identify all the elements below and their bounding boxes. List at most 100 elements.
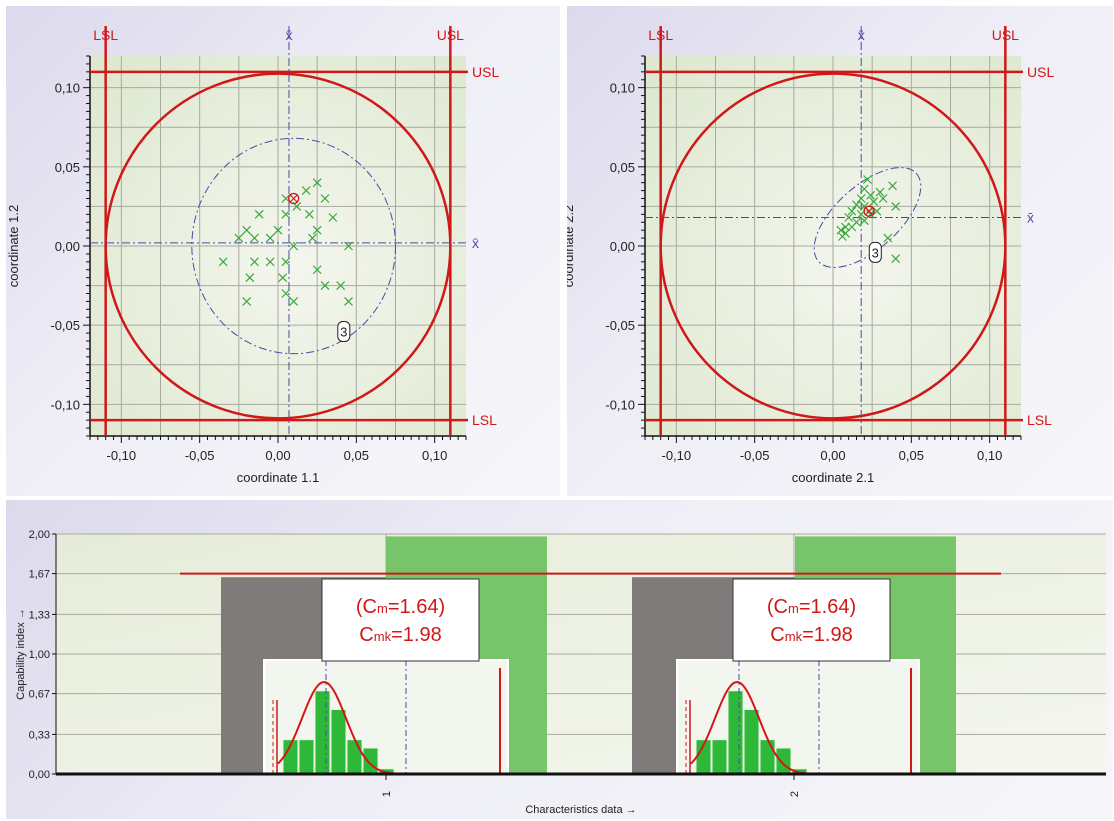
chart2-data-point-stroke [859,201,869,211]
chart2-data-point-stroke [891,254,901,264]
chart1-data-point [301,186,311,196]
chart3-group1-cmk-label: Cmk=1.98 [359,624,441,646]
chart2-y-tick-label: -0,10 [605,397,635,412]
chart3-y-tick-label: 1,33 [29,609,50,621]
chart2-lsl-label-top: LSL [648,27,673,43]
chart2-data-point-stroke [869,197,879,207]
chart1-data-point [289,296,299,306]
chart1-data-point [320,194,330,203]
chart3-y-tick-label: 0,00 [29,769,50,781]
chart2-data-point [852,200,861,210]
chart2-data-point [841,222,850,232]
chart1-data-point [289,241,299,251]
chart1-x-tick-label: 0,10 [422,448,447,463]
position-chart-2-svg: -0,10 -0,10 -0,05 -0,05 0,00 0,00 0,05 0,05 0,10… [567,26,1054,485]
chart1-data-point [308,233,317,243]
chart1-y-tick-label: 0,00 [55,239,80,254]
chart1-data-point-stroke [301,186,311,196]
chart1-data-point-stroke [250,233,259,243]
chart1-sigma-marker-box [337,321,351,342]
capability-chart: 0,00 0,33 0,67 1,00 1,33 1,67 2,00 (Cm=1.64) Cmk… [6,500,1113,819]
chart1-target-cross [289,194,299,203]
chart1-x-tick-label: -0,10 [107,448,137,463]
chart1-data-point-stroke [242,225,252,235]
chart2-y-tick-label: 0,10 [610,81,635,96]
chart3-y-axis-label: Capability index → [15,608,27,700]
chart1-data-point [320,281,330,291]
chart3-group2-histogram-bar [775,747,792,775]
chart3-group2-x-tick-label: 2 [789,791,801,797]
chart2-data-point [891,201,901,211]
position-chart-1-svg: -0,10 -0,10 -0,05 -0,05 0,00 0,00 0,05 0,05 0,10… [6,26,499,485]
chart1-data-point [281,194,291,203]
chart3-group2-cm-label-value: =1.64) [799,596,856,618]
chart3-group1-histogram-bar [330,709,347,775]
chart1-usl-label-right: USL [472,64,499,80]
chart1-data-point [328,213,338,222]
chart1-data-point [344,296,353,306]
chart2-lsl-label-right: LSL [1027,412,1052,428]
position-chart-1: -0,10 -0,10 -0,05 -0,05 0,00 0,00 0,05 0,05 0,10… [6,6,560,496]
chart2-data-point [837,232,847,241]
chart2-x-axis-label: coordinate 2.1 [792,470,874,485]
chart3-group2-annotation-box [732,578,891,662]
chart2-x-tick-label: 0,00 [820,448,845,463]
chart1-sigma-marker-label: 3 [340,325,347,340]
chart3-group2-histogram-bar [759,739,776,775]
chart2-target-circle [863,205,875,217]
chart2-sigma-marker-box [868,241,882,263]
chart1-usl-label-top: USL [437,27,464,43]
chart1-x-tick-label: -0,05 [185,448,215,463]
chart3-y-tick-label: 0,33 [29,729,50,741]
chart3-y-tick-label: 0,67 [29,689,50,701]
chart1-data-point-stroke [328,213,338,222]
chart3-group2-histogram-bar [711,739,728,775]
chart2-data-point-stroke [883,233,893,243]
chart2-data-point [859,216,869,226]
chart3-group1-histogram-bar [362,747,379,775]
chart3-group2-cm-label-prefix: (C [767,596,788,618]
chart2-data-point-stroke [888,181,897,191]
chart1-data-point-stroke [292,201,302,211]
chart2-y-axis-label: coordinate 2.2 [567,205,576,287]
chart3-group1-cm-label-prefix: (C [356,596,377,618]
chart1-data-point [281,289,291,298]
chart2-data-point-stroke [837,232,847,241]
chart2-data-point-stroke [841,222,850,232]
chart3-group1-annotation-box [321,578,480,662]
chart2-data-point [856,194,866,203]
capability-chart-svg: 0,000,330,671,001,331,672,00(Cm=1.64)Cmk… [15,529,1106,816]
chart1-y-tick-label: 0,10 [55,81,80,96]
chart2-ellipse [813,167,922,268]
chart1-data-point-stroke [312,178,322,188]
chart1-data-point [265,233,275,243]
chart1-data-point-stroke [344,241,353,251]
chart3-group2-histogram-bar [727,690,744,775]
chart2-data-point [863,175,872,184]
chart2-data-point-stroke [847,206,857,216]
chart2-y-tick-label: 0,00 [610,239,635,254]
chart1-data-point-stroke [281,194,291,203]
chart1-y-axis-label: coordinate 1.2 [6,205,21,287]
chart3-group2-cm-label: (Cm=1.64) [767,596,856,618]
chart3-group1-cmk-label-prefix: C [359,624,373,646]
chart1-data-point-stroke [250,257,259,267]
chart2-y-tick-label: -0,05 [605,318,635,333]
chart1-data-point-stroke [278,273,288,283]
chart1-data-point-stroke [312,225,322,235]
chart1-data-point [312,178,322,188]
chart1-y-tick-label: -0,10 [50,397,80,412]
chart3-group1-cmk-label-value: =1.98 [391,624,442,646]
chart1-data-point [281,257,291,267]
chart1-data-point-stroke [281,257,291,267]
chart1-data-point [250,233,259,243]
chart3-group2-cmk-label-sub: mk [785,629,803,644]
chart1-mean-label-top: x̄ [285,27,292,43]
chart3-group2-cmk-label-prefix: C [770,624,784,646]
chart3-group2-histogram-bar [743,709,760,775]
chart1-data-point [265,257,275,267]
chart3-group1-x-tick-label: 1 [381,791,393,797]
chart1-data-point [234,233,244,243]
chart2-y-tick-label: 0,05 [610,160,635,175]
chart2-data-point-stroke [859,216,869,226]
